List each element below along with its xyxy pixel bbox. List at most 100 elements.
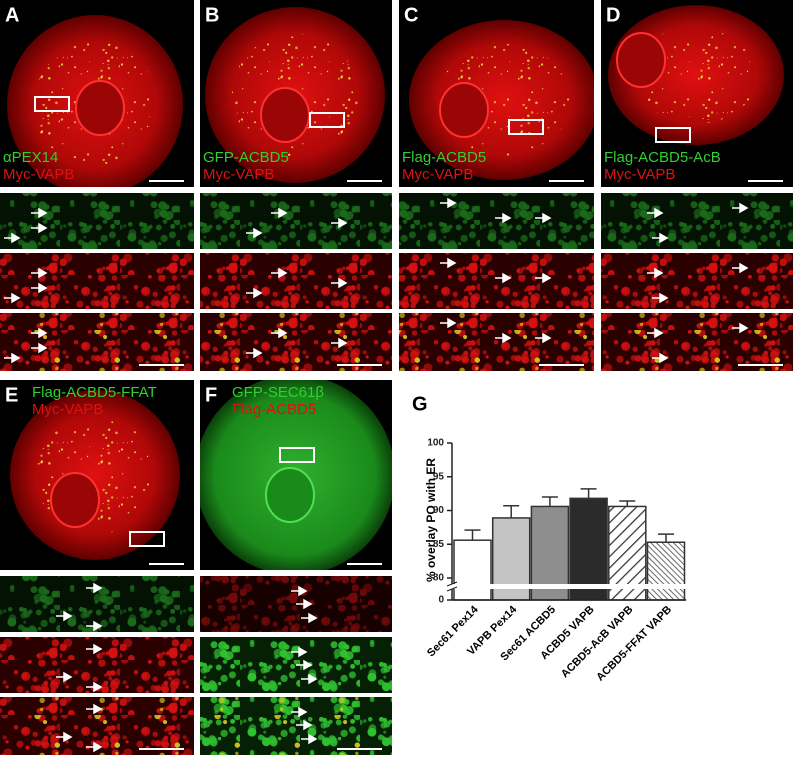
arrow bbox=[331, 277, 348, 289]
arrow bbox=[647, 327, 664, 339]
arrow bbox=[440, 197, 457, 209]
arrow bbox=[271, 267, 288, 279]
x-tick-label: ACBD5-FFAT VAPB bbox=[594, 604, 674, 684]
arrow bbox=[732, 322, 749, 334]
arrow bbox=[86, 582, 103, 594]
cell bbox=[10, 390, 180, 560]
cell bbox=[7, 15, 183, 187]
panel-letter: F bbox=[205, 384, 217, 406]
inset bbox=[601, 253, 793, 309]
arrow bbox=[440, 257, 457, 269]
arrow bbox=[495, 272, 512, 284]
arrow bbox=[246, 347, 263, 359]
arrow bbox=[271, 327, 288, 339]
arrow bbox=[495, 332, 512, 344]
inset-merge bbox=[601, 313, 793, 371]
channel-label: Myc-VAPB bbox=[3, 166, 74, 183]
channel-label: Myc-VAPB bbox=[402, 166, 473, 183]
panel-letter: E bbox=[5, 384, 18, 406]
arrow bbox=[86, 741, 103, 753]
arrow bbox=[652, 232, 669, 244]
y-tick-label: 85 bbox=[433, 539, 445, 550]
arrow bbox=[301, 612, 318, 624]
arrow bbox=[732, 262, 749, 274]
channel-label: Flag-ACBD5 bbox=[232, 401, 316, 418]
y-tick-label: 0 bbox=[438, 595, 444, 606]
arrow bbox=[86, 620, 103, 632]
nucleus bbox=[439, 82, 489, 138]
cell bbox=[608, 5, 784, 145]
x-tick-label: ACBD5-AcB VAPB bbox=[559, 604, 636, 681]
y-tick-label: 100 bbox=[427, 438, 444, 449]
cell bbox=[409, 20, 594, 180]
y-tick-label: 95 bbox=[433, 471, 445, 482]
channel-label: GFP-SEC61β bbox=[232, 384, 324, 401]
arrow bbox=[246, 227, 263, 239]
arrow bbox=[246, 287, 263, 299]
arrow bbox=[4, 352, 21, 364]
arrow bbox=[4, 292, 21, 304]
arrow bbox=[31, 342, 48, 354]
roi-box bbox=[655, 127, 691, 143]
nucleus bbox=[75, 80, 125, 136]
arrow bbox=[652, 292, 669, 304]
arrow bbox=[271, 207, 288, 219]
arrow bbox=[56, 671, 73, 683]
arrow bbox=[535, 332, 552, 344]
inset bbox=[200, 253, 392, 309]
channel-label: Flag-ACBD5-AcB bbox=[604, 149, 721, 166]
inset bbox=[601, 193, 793, 249]
arrow bbox=[535, 272, 552, 284]
roi-box bbox=[34, 96, 70, 112]
panel-letter: B bbox=[205, 4, 219, 26]
arrow bbox=[301, 733, 318, 745]
arrow bbox=[331, 217, 348, 229]
inset-merge bbox=[399, 313, 594, 371]
arrow bbox=[31, 267, 48, 279]
inset bbox=[0, 193, 194, 249]
arrow bbox=[296, 598, 313, 610]
channel-label: Myc-VAPB bbox=[604, 166, 675, 183]
channel-label: Flag-ACBD5 bbox=[402, 149, 486, 166]
panel-letter: G bbox=[412, 393, 428, 415]
arrow bbox=[31, 222, 48, 234]
nucleus bbox=[616, 32, 666, 88]
arrow bbox=[86, 703, 103, 715]
inset bbox=[399, 253, 594, 309]
channel-label: GFP-ACBD5 bbox=[203, 149, 289, 166]
arrow bbox=[535, 212, 552, 224]
inset-merge bbox=[200, 697, 392, 755]
arrow bbox=[86, 643, 103, 655]
roi-box bbox=[129, 531, 165, 547]
panel-letter: A bbox=[5, 4, 19, 26]
roi-box bbox=[309, 112, 345, 128]
channel-label: Myc-VAPB bbox=[32, 401, 103, 418]
arrow bbox=[31, 327, 48, 339]
nucleus bbox=[265, 467, 315, 523]
arrow bbox=[31, 282, 48, 294]
channel-label: Myc-VAPB bbox=[203, 166, 274, 183]
y-tick-label: 90 bbox=[433, 505, 445, 516]
nucleus bbox=[50, 472, 100, 528]
arrow bbox=[296, 719, 313, 731]
inset bbox=[399, 193, 594, 249]
arrow bbox=[86, 681, 103, 693]
arrow bbox=[296, 659, 313, 671]
inset-merge bbox=[200, 313, 392, 371]
channel-label: Flag-ACBD5-FFAT bbox=[32, 384, 157, 401]
cell bbox=[200, 380, 392, 570]
bar bbox=[646, 541, 686, 601]
inset bbox=[0, 253, 194, 309]
inset-merge bbox=[0, 313, 194, 371]
arrow bbox=[495, 212, 512, 224]
y-axis-label: % overlay PO with ER bbox=[424, 458, 438, 582]
arrow bbox=[31, 207, 48, 219]
arrow bbox=[291, 706, 308, 718]
arrow bbox=[647, 267, 664, 279]
cell-speckles bbox=[634, 26, 758, 124]
